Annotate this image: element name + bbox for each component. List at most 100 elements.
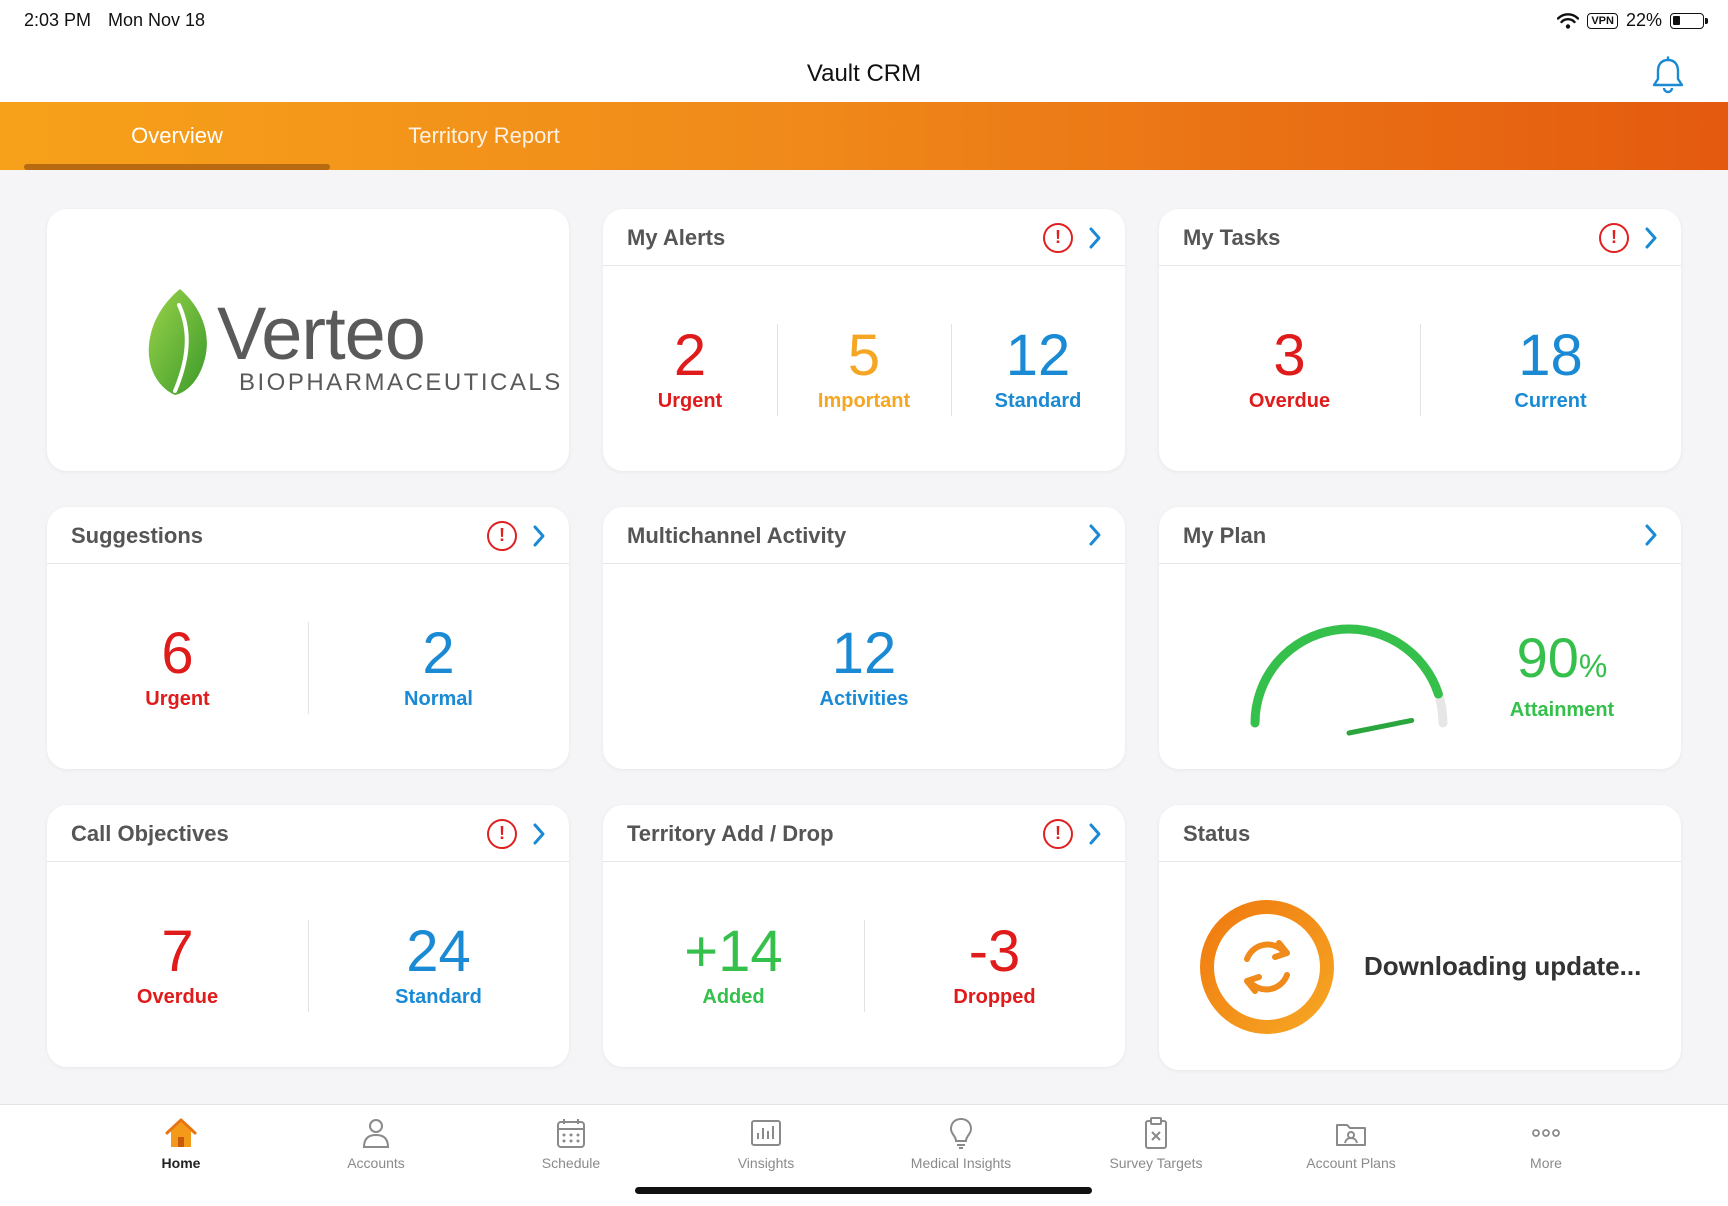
logo-card: Verteo BIOPHARMACEUTICALS (47, 209, 569, 471)
status-card: Status Downloading update... (1159, 805, 1681, 1070)
metric-value: 18 (1518, 323, 1583, 388)
metric-overdue[interactable]: 7 Overdue (47, 920, 308, 1009)
metric-label: Activities (819, 688, 909, 710)
card-title: Call Objectives (71, 821, 229, 846)
metric-label: Standard (994, 390, 1082, 412)
battery-percent: 22% (1625, 10, 1662, 30)
call-objectives-card[interactable]: Call Objectives ! 7 Overdue 24 Standard (47, 805, 569, 1067)
metric-value: 5 (847, 323, 881, 388)
metric-value: 3 (1273, 323, 1306, 388)
card-title: Suggestions (71, 523, 204, 548)
attainment-readout: 90% Attainment (1477, 627, 1647, 722)
leaf-icon (148, 289, 207, 395)
bottom-tab-account-plans[interactable]: Account Plans (1253, 1115, 1449, 1171)
multichannel-activity-card[interactable]: Multichannel Activity 12 Activities (603, 507, 1125, 769)
chevron-right-icon[interactable] (1085, 820, 1105, 848)
metric-urgent[interactable]: 2 Urgent (603, 324, 777, 413)
metric-label: Dropped (953, 986, 1036, 1008)
metric-current[interactable]: 18 Current (1420, 323, 1681, 416)
metric-standard[interactable]: 12 Standard (951, 323, 1125, 416)
card-header: My Plan (1159, 507, 1681, 564)
lightbulb-icon (949, 1117, 973, 1149)
my-tasks-card[interactable]: My Tasks ! 3 Overdue 18 Current (1159, 209, 1681, 471)
card-title: My Plan (1183, 523, 1267, 548)
card-title: Status (1183, 821, 1251, 846)
bottom-tab-more[interactable]: More (1448, 1115, 1644, 1171)
chevron-right-icon[interactable] (529, 820, 549, 848)
bell-icon[interactable] (1650, 56, 1686, 94)
bottom-tab-vinsights[interactable]: Vinsights (668, 1115, 864, 1171)
gauge-fill (1250, 624, 1443, 728)
app-title: Vault CRM (806, 60, 922, 87)
metric-normal[interactable]: 2 Normal (308, 621, 569, 714)
chevron-right-icon[interactable] (1641, 224, 1661, 252)
metric-added[interactable]: +14 Added (603, 920, 864, 1009)
card-header: Territory Add / Drop ! (603, 805, 1125, 862)
exclamation-icon: ! (1043, 819, 1073, 849)
metric-dropped[interactable]: -3 Dropped (864, 920, 1125, 1012)
chart-icon (751, 1120, 781, 1146)
chevron-right-icon[interactable] (529, 522, 549, 550)
top-tab-bar: Overview Territory Report (0, 102, 1728, 170)
territory-add-drop-card[interactable]: Territory Add / Drop ! +14 Added -3 Droppe… (603, 805, 1125, 1067)
metric-label: Normal (404, 688, 473, 710)
bottom-tab-medical-insights[interactable]: Medical Insights (863, 1115, 1059, 1171)
bottom-tab-label: Survey Targets (1109, 1155, 1203, 1171)
logo-subtitle: BIOPHARMACEUTICALS (239, 369, 563, 396)
metric-standard[interactable]: 24 Standard (308, 920, 569, 1012)
exclamation-icon: ! (1599, 223, 1629, 253)
my-plan-card[interactable]: My Plan 90% Attainment (1159, 507, 1681, 769)
metric-important[interactable]: 5 Important (777, 323, 951, 416)
card-title: My Tasks (1183, 225, 1281, 250)
bottom-tab-label: Schedule (541, 1155, 601, 1171)
tab-territory-report[interactable]: Territory Report (408, 123, 560, 148)
metric-label: Urgent (657, 390, 723, 412)
bottom-tab-label: More (1530, 1155, 1562, 1171)
bottom-tab-label: Vinsights (737, 1155, 795, 1171)
suggestions-card[interactable]: Suggestions ! 6 Urgent 2 Normal (47, 507, 569, 769)
bottom-tab-home[interactable]: Home (83, 1115, 279, 1171)
metric-activities[interactable]: 12 Activities (603, 622, 1125, 711)
metric-label: Overdue (136, 986, 219, 1008)
exclamation-icon: ! (487, 521, 517, 551)
company-logo: Verteo BIOPHARMACEUTICALS (47, 209, 569, 471)
metric-urgent[interactable]: 6 Urgent (47, 622, 308, 711)
card-header: Multichannel Activity (603, 507, 1125, 564)
status-date: Mon Nov 18 (108, 10, 206, 30)
wifi-icon (1557, 12, 1580, 29)
battery-icon (1670, 12, 1708, 29)
status-message: Downloading update... (1364, 951, 1642, 981)
card-header: Status (1159, 805, 1681, 862)
metric-value: 2 (422, 621, 455, 686)
metric-label: Overdue (1248, 390, 1331, 412)
bottom-tab-survey-targets[interactable]: Survey Targets (1058, 1115, 1254, 1171)
calendar-icon (557, 1119, 585, 1148)
metric-value: 7 (161, 919, 194, 984)
metric-value: 6 (161, 621, 194, 686)
bottom-tab-schedule[interactable]: Schedule (473, 1115, 669, 1171)
status-bar: 2:03 PM Mon Nov 18 VPN 22% (0, 0, 1728, 40)
metric-label: Standard (395, 986, 482, 1008)
home-indicator (635, 1187, 1092, 1194)
metric-label: Added (702, 986, 765, 1008)
bottom-tab-accounts[interactable]: Accounts (278, 1115, 474, 1171)
status-time: 2:03 PM (24, 10, 92, 30)
chevron-right-icon[interactable] (1085, 224, 1105, 252)
metric-value: 12 (831, 621, 897, 686)
chevron-right-icon[interactable] (1641, 521, 1661, 549)
attainment-label: Attainment (1509, 699, 1615, 721)
metric-value: +14 (684, 919, 783, 984)
my-alerts-card[interactable]: My Alerts ! 2 Urgent 5 Important 12 Standar… (603, 209, 1125, 471)
accounts-icon (362, 1119, 390, 1148)
attainment-unit: % (1578, 648, 1608, 684)
bottom-tab-label: Medical Insights (910, 1155, 1012, 1171)
metric-overdue[interactable]: 3 Overdue (1159, 324, 1420, 413)
tab-overview[interactable]: Overview (131, 123, 223, 148)
metric-value: 12 (1005, 323, 1071, 388)
attainment-value: 90 (1516, 626, 1579, 689)
exclamation-icon: ! (487, 819, 517, 849)
card-title: My Alerts (627, 225, 726, 250)
home-icon (165, 1118, 197, 1147)
active-tab-indicator (24, 164, 330, 170)
chevron-right-icon[interactable] (1085, 521, 1105, 549)
